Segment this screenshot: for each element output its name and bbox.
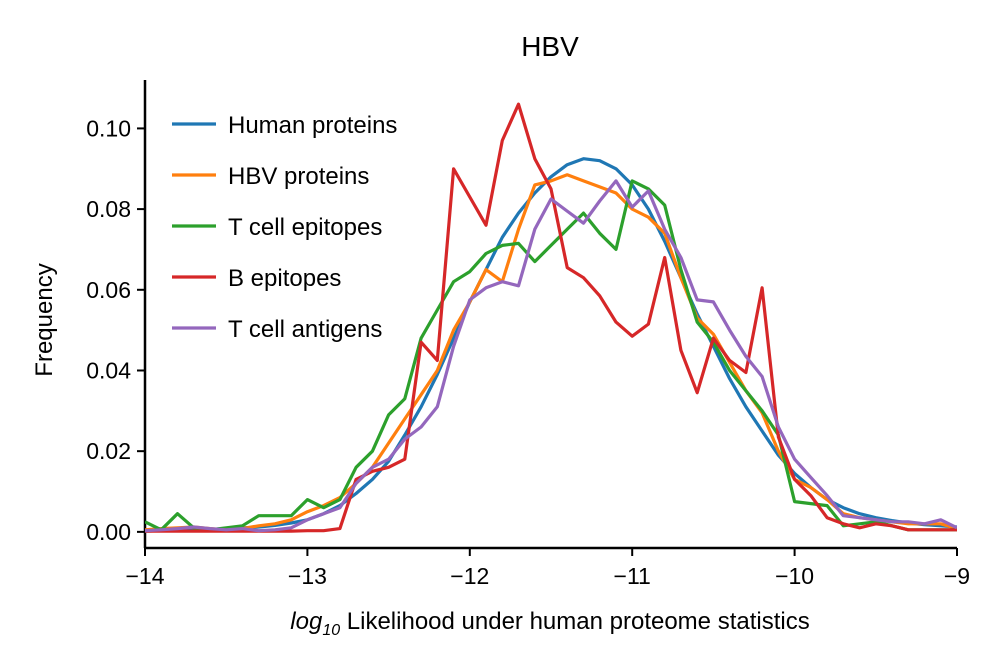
x-tick-label: −12 <box>450 563 489 589</box>
y-tick-label: 0.06 <box>86 277 131 303</box>
series-line-t-cell-antigens <box>145 179 957 533</box>
y-tick-label: 0.10 <box>86 115 131 141</box>
x-axis-title-subscript: 10 <box>322 622 340 639</box>
legend-label-human-proteins: Human proteins <box>228 112 397 139</box>
legend-label-t-cell-antigens: T cell antigens <box>228 316 382 343</box>
x-axis-title: log10 Likelihood under human proteome st… <box>290 608 809 639</box>
legend-label-hbv-proteins: HBV proteins <box>228 163 369 190</box>
legend-label-b-epitopes: B epitopes <box>228 265 341 292</box>
x-axis-title-log: log <box>290 608 323 635</box>
y-tick-label: 0.08 <box>86 196 131 222</box>
x-tick-label: −10 <box>775 563 814 589</box>
x-tick-label: −11 <box>614 563 651 589</box>
y-axis-title: Frequency <box>31 263 58 376</box>
plot-area: −14 −13 −12 −11 −10 −9 0.00 0.02 0.04 0.06 0.08 0.1… <box>86 80 970 589</box>
legend-label-t-cell-epitopes: T cell epitopes <box>228 214 382 241</box>
x-tick-label: −14 <box>125 563 164 589</box>
y-tick-label: 0.00 <box>86 519 131 545</box>
x-tick-label: −13 <box>288 563 327 589</box>
y-tick-label: 0.04 <box>86 357 131 383</box>
x-tick-label: −9 <box>944 563 970 589</box>
series-line-t-cell-epitopes <box>145 179 957 532</box>
y-tick-label: 0.02 <box>86 438 131 464</box>
x-axis-title-text: Likelihood under human proteome statisti… <box>340 608 810 635</box>
chart-title: HBV <box>521 31 579 62</box>
series-line-hbv-proteins <box>145 173 957 532</box>
series-line-b-epitopes <box>145 102 957 533</box>
